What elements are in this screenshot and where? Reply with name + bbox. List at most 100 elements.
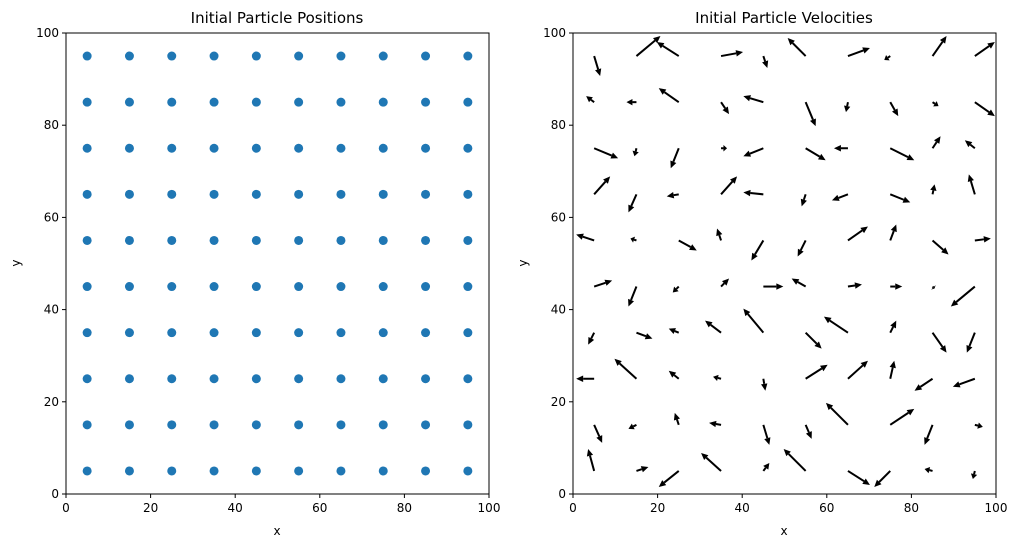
velocity-arrow-shaft [847, 470, 865, 483]
velocity-arrow-head [818, 153, 826, 161]
particle-point [124, 97, 134, 107]
velocity-arrow-shaft [589, 455, 596, 472]
velocity-arrow-head [933, 101, 939, 107]
particle-point [463, 374, 473, 384]
velocity-arrow-shaft [762, 55, 767, 62]
velocity-arrow-head [586, 448, 594, 457]
velocity-arrow [890, 283, 903, 290]
velocity-arrow-shaft [710, 324, 722, 334]
velocity-arrow-shaft [838, 193, 849, 199]
velocity-arrow [709, 420, 722, 428]
velocity-arrow [974, 42, 995, 57]
velocity-arrow-shaft [926, 424, 934, 439]
velocity-arrow-shaft [762, 467, 767, 472]
particle-point [124, 235, 134, 245]
particle-point [209, 466, 219, 476]
velocity-arrow [787, 38, 807, 57]
velocity-arrow-head [831, 194, 840, 201]
particle-point [82, 97, 92, 107]
positions-x-axis-label: x [273, 524, 280, 538]
velocity-arrow-head [762, 60, 769, 69]
velocity-arrow [783, 448, 807, 472]
velocity-arrow-head [763, 462, 770, 470]
particle-point [378, 189, 388, 199]
positions-plot-frame [65, 32, 490, 495]
velocity-arrow-head [860, 360, 868, 368]
velocity-arrow-head [902, 196, 911, 203]
velocity-arrow-head [672, 286, 679, 293]
velocity-arrow-shaft [715, 423, 722, 426]
velocity-arrow [952, 377, 976, 388]
particle-point [463, 143, 473, 153]
velocity-arrow [966, 332, 976, 353]
velocity-arrow-head [743, 95, 751, 102]
velocity-arrow-shaft [959, 377, 976, 386]
x-tick-label: 80 [904, 501, 919, 515]
velocity-arrow-shaft [635, 39, 656, 57]
particle-point [378, 328, 388, 338]
velocity-arrow [889, 193, 911, 203]
velocity-arrow [743, 147, 764, 157]
particle-point [251, 235, 261, 245]
velocity-arrow [931, 101, 939, 107]
positions-axis-ticks: 0 20 40 60 80 100 0 20 40 60 80 100 [36, 26, 500, 515]
velocity-arrow-shaft [889, 367, 894, 379]
particle-point [82, 374, 92, 384]
velocity-arrow [713, 374, 722, 382]
velocity-arrow [628, 423, 637, 430]
velocity-arrow-shaft [889, 101, 896, 111]
velocity-arrow-shaft [663, 470, 680, 484]
velocity-arrow [847, 470, 870, 485]
velocity-arrow-head [891, 108, 899, 117]
velocity-arrow [673, 412, 680, 426]
velocity-arrow [804, 424, 812, 439]
velocity-arrow [804, 101, 816, 127]
particle-point [336, 420, 346, 430]
velocity-arrow-shaft [878, 470, 891, 483]
velocity-arrow-head [787, 38, 795, 46]
positions-points [82, 51, 473, 476]
velocity-arrow-shaft [805, 367, 823, 380]
y-tick-label: 20 [44, 395, 59, 409]
velocity-arrow-head [934, 136, 941, 144]
velocity-arrow-head [890, 224, 897, 233]
velocity-arrow-head [723, 145, 728, 152]
y-tick-label: 60 [44, 210, 59, 224]
velocity-arrow-head [630, 236, 636, 243]
particle-point [209, 374, 219, 384]
velocity-arrow-shaft [720, 180, 734, 196]
velocity-arrow-shaft [674, 330, 680, 334]
velocity-arrow [630, 236, 637, 243]
velocity-arrow-head [914, 384, 923, 391]
velocity-arrow-shaft [929, 469, 933, 472]
velocity-arrow-shaft [889, 147, 909, 159]
velocity-arrow-shaft [593, 281, 606, 288]
x-tick-label: 100 [985, 501, 1008, 515]
velocity-arrow [914, 377, 934, 391]
velocity-arrow [791, 278, 807, 288]
particle-point [124, 420, 134, 430]
velocity-arrow-head [820, 364, 828, 372]
velocity-arrow-shaft [663, 91, 680, 103]
velocity-arrow-head [797, 248, 804, 257]
velocity-arrow-head [626, 98, 633, 106]
particle-point [167, 143, 177, 153]
velocity-arrow-head [668, 328, 676, 335]
velocity-arrow-shaft [804, 424, 810, 433]
velocity-arrow [974, 422, 983, 429]
velocity-arrow-head [791, 278, 800, 285]
velocity-arrow-head [924, 467, 931, 474]
velocity-arrow-shaft [847, 284, 856, 288]
velocity-arrow [576, 233, 595, 242]
positions-chart-title: Initial Particle Positions [191, 9, 364, 27]
velocity-arrow-head [952, 381, 961, 388]
velocity-arrow-head [783, 448, 791, 457]
velocity-arrow-head [586, 96, 593, 103]
velocity-arrow-shaft [931, 332, 944, 348]
velocity-arrow [797, 240, 807, 257]
particle-point [167, 97, 177, 107]
velocity-arrow-shaft [931, 101, 936, 105]
velocity-arrow-shaft [787, 453, 807, 472]
velocity-arrow [743, 308, 765, 334]
velocity-arrow-head [730, 176, 738, 184]
